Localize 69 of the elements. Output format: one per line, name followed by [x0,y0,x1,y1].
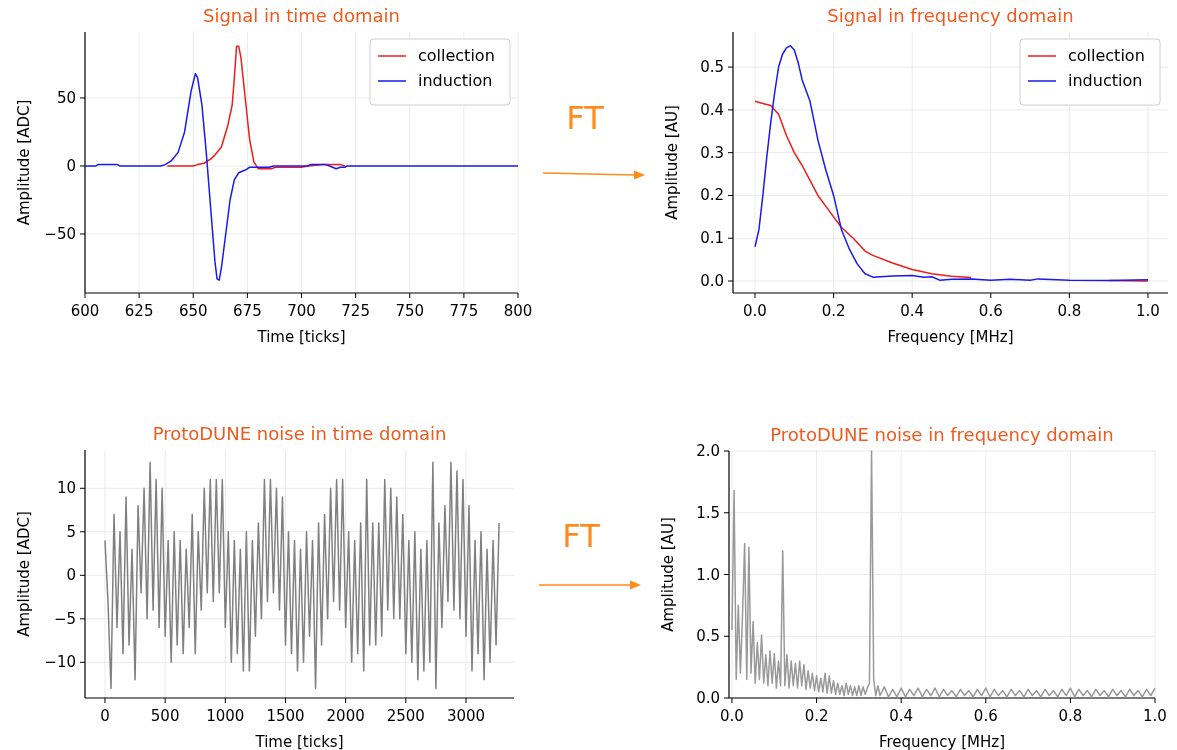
y-tick-label: 0.0 [696,689,720,707]
x-tick-label: 0.2 [821,302,846,320]
x-tick-label: 0.0 [720,707,744,725]
y-tick-label: 0.5 [696,627,720,646]
x-tick-label: 0.8 [1058,707,1083,725]
x-tick-label: 0.2 [804,707,829,725]
x-tick-label: 1.0 [1143,707,1167,725]
chart-title: Signal in frequency domain [827,5,1074,26]
x-tick-label: 0.6 [978,302,1003,320]
legend-label: induction [418,71,493,90]
x-tick-label: 750 [395,302,425,320]
x-axis-title: Time [ticks] [254,733,344,750]
x-axis-title: Time [ticks] [256,328,346,346]
x-tick-label: 2000 [326,707,365,725]
y-tick-label: 5 [66,522,76,541]
x-tick-label: 725 [341,302,370,320]
y-tick-label: −5 [53,609,76,628]
x-axis-title: Frequency [MHz] [878,733,1006,750]
x-tick-label: 1.0 [1136,302,1160,320]
x-tick-label: 0.0 [743,302,767,320]
y-tick-label: 0 [66,156,76,175]
chart-title: Signal in time domain [203,5,400,26]
x-tick-label: 600 [70,302,100,320]
text: FT [566,99,605,137]
chart-title: ProtoDUNE noise in frequency domain [770,424,1114,445]
y-axis-title: Amplitude [ADC] [15,511,33,637]
x-tick-label: 3000 [446,707,486,725]
y-tick-label: −50 [44,224,76,243]
legend-label: collection [418,46,495,65]
y-axis-title: Amplitude [AU] [659,517,677,632]
line-series [166,45,346,170]
x-tick-label: 1000 [206,707,245,725]
x-axis-title: Frequency [MHz] [887,328,1014,346]
y-tick-label: −10 [44,653,76,672]
chart-title: ProtoDUNE noise in time domain [152,423,447,444]
x-tick-label: 0 [100,707,110,725]
x-tick-label: 2500 [386,707,425,725]
y-tick-label: 0.2 [700,186,724,205]
x-tick-label: 0.8 [1057,302,1082,320]
x-tick-label: 1500 [266,707,305,725]
y-axis-title: Amplitude [AU] [663,105,681,220]
x-tick-label: 700 [287,302,316,320]
line-series [84,72,519,281]
line-series [104,461,500,690]
x-tick-label: 500 [150,707,180,725]
line-series [754,44,1149,282]
y-tick-label: 0.3 [700,143,724,162]
legend-label: induction [1068,71,1143,90]
y-tick-label: 1.5 [696,503,720,522]
y-tick-label: 0.0 [700,272,724,291]
x-tick-label: 800 [503,302,533,320]
y-tick-label: 0.5 [700,58,724,77]
y-tick-label: 1.0 [696,565,720,584]
y-tick-label: 10 [56,479,76,498]
y-tick-label: 50 [56,88,76,107]
y-tick-label: 0 [66,566,76,585]
text: FT [562,517,601,555]
y-axis-title: Amplitude [ADC] [15,99,33,226]
x-tick-label: 0.6 [973,707,998,725]
x-tick-label: 625 [124,302,154,320]
x-tick-label: 0.4 [900,302,925,320]
x-tick-label: 650 [178,302,208,320]
x-tick-label: 775 [449,302,479,320]
legend-label: collection [1068,46,1145,65]
x-tick-label: 675 [233,302,262,320]
x-tick-label: 0.4 [889,707,914,725]
y-tick-label: 0.4 [700,100,724,119]
y-tick-label: 0.1 [700,229,724,248]
y-tick-label: 2.0 [696,442,720,460]
